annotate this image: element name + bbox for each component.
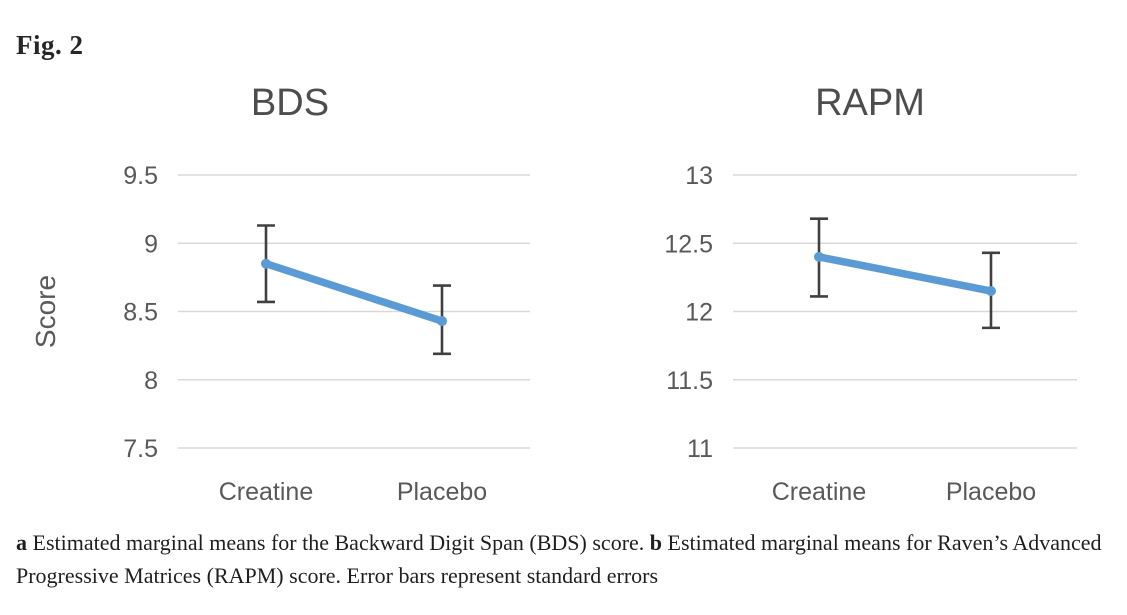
y-tick-label: 12.5 [664,230,713,258]
y-tick-label: 13 [685,162,713,190]
x-category-label: Creatine [219,478,314,506]
charts-row: BDS Score 9.5 9 8.5 8 7.5 Creatine Placebo RAPM 1… [0,65,1127,515]
figure-label: Fig. 2 [16,30,84,60]
caption-label-b: b [649,530,663,555]
caption-text-a: Estimated marginal means for the Backwar… [27,530,650,555]
caption-label-a: a [16,530,27,555]
y-tick-label: 7.5 [123,435,158,463]
data-point [986,286,996,297]
y-tick-label: 9.5 [123,162,158,190]
figure-caption: a Estimated marginal means for the Backw… [16,526,1114,592]
caption-text-b: Estimated marginal means for Raven’s Adv… [16,530,1102,588]
data-point [814,251,824,262]
x-category-label: Placebo [946,478,1036,506]
data-point [261,258,271,269]
data-point [437,316,447,327]
rapm-chart: RAPM 13 12.5 12 11.5 11 Creatine Placebo [664,82,1077,506]
y-tick-label: 11 [687,435,713,463]
y-axis-label: Score [30,275,61,348]
x-category-label: Placebo [397,478,487,506]
y-tick-label: 8.5 [123,299,158,327]
data-line [815,253,995,295]
bds-chart: BDS Score 9.5 9 8.5 8 7.5 Creatine Placebo [30,82,530,506]
y-tick-label: 11.5 [666,367,713,395]
chart-title: RAPM [815,82,925,124]
data-line [262,259,446,325]
y-tick-label: 12 [685,299,713,327]
y-tick-label: 8 [144,367,158,395]
chart-title: BDS [251,82,329,124]
x-category-label: Creatine [772,478,867,506]
y-tick-label: 9 [144,230,158,258]
